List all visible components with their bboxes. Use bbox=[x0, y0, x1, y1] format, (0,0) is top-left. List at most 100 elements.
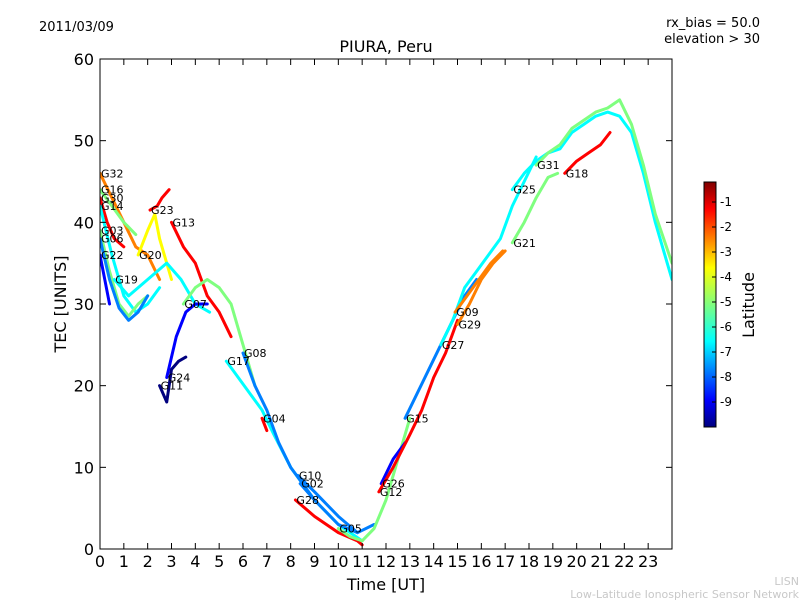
series-label-g28: G28 bbox=[296, 494, 319, 507]
series-label-g20: G20 bbox=[139, 249, 162, 262]
colorbar bbox=[703, 181, 717, 428]
series-label-g27: G27 bbox=[442, 339, 465, 352]
series-label-g26: G26 bbox=[382, 478, 405, 491]
x-tick-label: 17 bbox=[495, 552, 515, 571]
x-tick-label: 4 bbox=[190, 552, 200, 571]
x-tick-label: 16 bbox=[471, 552, 491, 571]
series-label-g07: G07 bbox=[184, 298, 207, 311]
series-track-g15 bbox=[403, 278, 479, 420]
series-track-g12 bbox=[377, 318, 459, 494]
series-label-g23: G23 bbox=[151, 204, 174, 217]
series-label-g31: G31 bbox=[537, 159, 560, 172]
series-track-g21 bbox=[510, 171, 560, 245]
x-axis-label: Time [UT] bbox=[346, 575, 425, 594]
series-label-g29: G29 bbox=[459, 318, 482, 331]
series-label-g22: G22 bbox=[101, 249, 124, 262]
series-label-g05: G05 bbox=[339, 523, 362, 536]
x-tick-label: 0 bbox=[95, 552, 105, 571]
x-tick-label: 6 bbox=[238, 552, 248, 571]
series-track-g30 bbox=[100, 196, 126, 249]
series-track-g31 bbox=[534, 98, 672, 265]
series-label-g25: G25 bbox=[513, 184, 536, 197]
x-tick-label: 15 bbox=[447, 552, 467, 571]
y-tick-label: 40 bbox=[74, 213, 94, 232]
series-track-g32 bbox=[100, 171, 162, 281]
series-layer bbox=[100, 98, 672, 547]
x-tick-label: 11 bbox=[352, 552, 372, 571]
colorbar-tick-label: -7 bbox=[720, 345, 732, 359]
x-tick-label: 5 bbox=[214, 552, 224, 571]
series-track-g18 bbox=[563, 131, 612, 175]
x-tick-label: 2 bbox=[143, 552, 153, 571]
x-tick-label: 8 bbox=[286, 552, 296, 571]
series-track-g10 bbox=[296, 474, 359, 535]
x-tick-label: 22 bbox=[614, 552, 634, 571]
colorbar-ticks: -1 -2 -3 -4 -5 -6 -7 -8 -9 bbox=[712, 195, 732, 409]
x-tick-label: 7 bbox=[262, 552, 272, 571]
x-tick-label: 18 bbox=[519, 552, 539, 571]
series-label-g03: G03 bbox=[101, 225, 124, 238]
series-track-g04 bbox=[260, 416, 269, 433]
series-label-g12: G12 bbox=[380, 486, 403, 499]
series-track-g07 bbox=[181, 278, 257, 388]
x-tick-label: 1 bbox=[119, 552, 129, 571]
x-tick-label: 9 bbox=[309, 552, 319, 571]
y-tick-label: 60 bbox=[74, 50, 94, 69]
series-label-g17: G17 bbox=[227, 355, 250, 368]
y-tick-label: 30 bbox=[74, 295, 94, 314]
y-tick-label: 50 bbox=[74, 132, 94, 151]
series-label-g24: G24 bbox=[168, 372, 191, 385]
series-label-g21: G21 bbox=[513, 237, 536, 250]
colorbar-tick-label: -1 bbox=[720, 195, 732, 209]
colorbar-tick-label: -4 bbox=[720, 270, 732, 284]
x-tick-label: 3 bbox=[166, 552, 176, 571]
colorbar-tick-label: -6 bbox=[720, 320, 732, 334]
series-label-g02: G02 bbox=[301, 478, 324, 491]
series-label-g18: G18 bbox=[566, 167, 589, 180]
series-track-g24 bbox=[165, 302, 209, 379]
series-label-g08: G08 bbox=[244, 347, 267, 360]
elevation-label: elevation > 30 bbox=[664, 32, 760, 47]
y-tick-label: 20 bbox=[74, 377, 94, 396]
series-label-g15: G15 bbox=[406, 412, 429, 425]
date-label: 2011/03/09 bbox=[39, 20, 114, 35]
series-label-g09: G09 bbox=[456, 306, 479, 319]
x-tick-label: 23 bbox=[638, 552, 658, 571]
series-label-g10: G10 bbox=[299, 470, 322, 483]
series-track-g20 bbox=[136, 212, 173, 281]
series-label-g32: G32 bbox=[101, 167, 124, 180]
y-tick-label: 0 bbox=[84, 540, 94, 559]
series-track-g06 bbox=[100, 237, 150, 322]
series-track-g03 bbox=[100, 229, 150, 318]
plot-area: G32G16G30G14G20G23G03G06G22G19G13G07G17G… bbox=[100, 98, 672, 547]
x-tick-label: 13 bbox=[400, 552, 420, 571]
y-tick-label: 10 bbox=[74, 458, 94, 477]
y-axis: 0 10 20 30 40 50 60 bbox=[74, 50, 672, 559]
colorbar-tick-label: -3 bbox=[720, 245, 732, 259]
y-axis-label: TEC [UNITS] bbox=[51, 256, 70, 354]
series-track-g08 bbox=[241, 351, 316, 502]
series-track-g11 bbox=[158, 355, 188, 404]
series-label-g30: G30 bbox=[101, 192, 124, 205]
series-label-g11: G11 bbox=[161, 380, 184, 393]
x-tick-label: 14 bbox=[423, 552, 443, 571]
series-track-g16 bbox=[100, 188, 138, 237]
chart-title: PIURA, Peru bbox=[339, 37, 432, 56]
series-track-g23 bbox=[148, 188, 171, 212]
series-track-g26 bbox=[379, 441, 407, 486]
series-label-g06: G06 bbox=[101, 233, 124, 246]
series-label-g19: G19 bbox=[115, 274, 138, 287]
series-label-g14: G14 bbox=[101, 200, 124, 213]
series-track-g29 bbox=[456, 249, 507, 326]
series-label-g16: G16 bbox=[101, 184, 124, 197]
rx-bias-label: rx_bias = 50.0 bbox=[666, 16, 760, 31]
colorbar-tick-label: -2 bbox=[720, 220, 732, 234]
x-tick-label: 19 bbox=[543, 552, 563, 571]
series-label-g13: G13 bbox=[173, 216, 196, 229]
series-track-g14 bbox=[100, 204, 162, 314]
series-label-g04: G04 bbox=[263, 412, 286, 425]
series-track-g13 bbox=[170, 220, 233, 339]
x-tick-label: 12 bbox=[376, 552, 396, 571]
series-track-g02 bbox=[298, 482, 376, 535]
